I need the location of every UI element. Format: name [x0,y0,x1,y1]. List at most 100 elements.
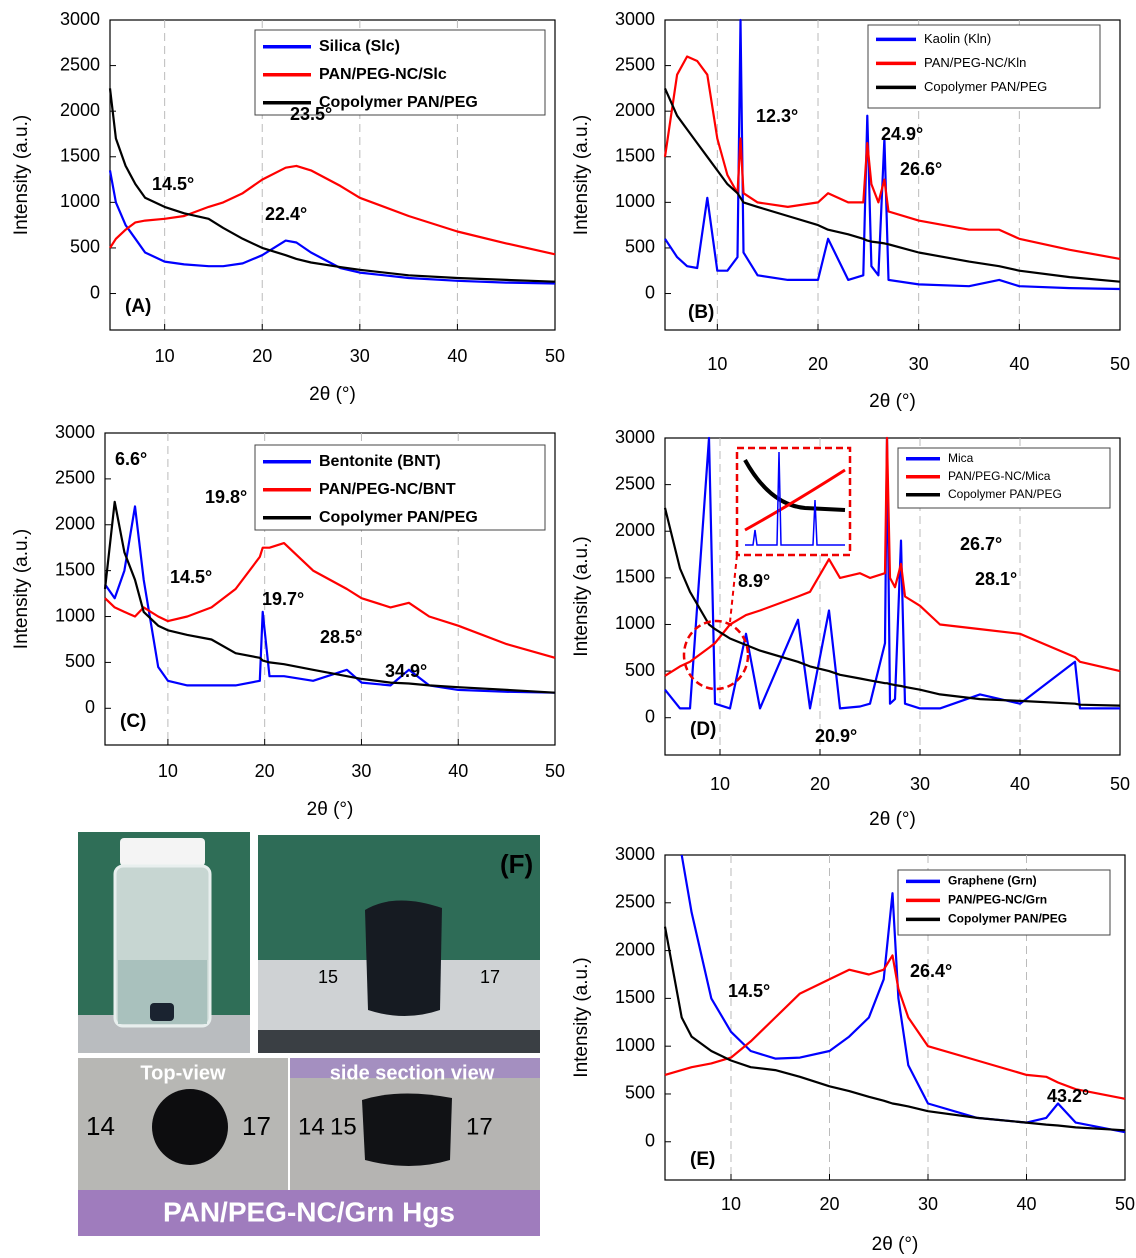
x-tick-label: 30 [909,354,929,374]
peak-label: 28.5° [320,627,362,647]
x-axis-label: 2θ (°) [872,1234,919,1255]
peak-label: 6.6° [115,449,147,469]
y-tick-label: 1000 [615,1035,655,1055]
peak-label: 26.6° [900,159,942,179]
peak-label: 19.8° [205,487,247,507]
legend-label: Copolymer PAN/PEG [319,94,478,111]
y-tick-label: 1000 [60,191,100,211]
x-tick-label: 20 [808,354,828,374]
series-line [680,854,1126,1134]
vial-cap [120,838,205,866]
peak-label: 14.5° [728,981,770,1001]
peak-label: 14.5° [152,174,194,194]
legend-label: PAN/PEG-NC/Slc [319,66,447,83]
y-tick-label: 1000 [55,605,95,625]
ruler-number: 15 [330,1113,357,1140]
legend-label: PAN/PEG-NC/Kln [924,55,1026,70]
series-line [664,436,1120,710]
y-tick-label: 1500 [55,559,95,579]
x-tick-label: 50 [1110,774,1130,794]
view-label: Top-view [140,1062,226,1084]
series-line [103,500,556,694]
panel-label: (B) [688,302,714,323]
y-tick-label: 500 [625,660,655,680]
table-edge [258,1030,540,1053]
y-tick-label: 1500 [615,987,655,1007]
caption-band [78,1190,540,1236]
y-axis-label: Intensity (a.u.) [11,115,32,235]
y-tick-label: 2500 [615,892,655,912]
y-tick-label: 3000 [60,9,100,29]
ruler-number: 15 [318,967,338,987]
legend-label: Kaolin (Kln) [924,31,991,46]
series-line [664,18,1121,291]
peak-label: 26.7° [960,534,1002,554]
x-axis-label: 2θ (°) [869,809,916,830]
legend-label: Silica (Slc) [319,38,400,55]
x-tick-label: 10 [155,346,175,366]
legend-label: PAN/PEG-NC/Grn [948,893,1047,907]
x-tick-label: 10 [158,761,178,781]
y-tick-label: 2000 [55,514,95,534]
y-tick-label: 500 [65,651,95,671]
series-line [108,170,556,285]
y-tick-label: 2000 [615,100,655,120]
connector [729,554,738,623]
y-tick-label: 1500 [615,146,655,166]
y-tick-label: 2500 [615,473,655,493]
ruler-number: 17 [242,1111,271,1141]
y-tick-label: 3000 [55,422,95,442]
peak-label: 8.9° [738,571,770,591]
caption: PAN/PEG-NC/Grn Hgs [163,1196,455,1227]
y-tick-label: 2500 [60,54,100,74]
label-band [290,1058,540,1078]
peak-label: 24.9° [881,124,923,144]
x-tick-label: 10 [707,354,727,374]
series-line [663,55,1121,260]
legend-box [254,444,546,531]
peak-label: 19.7° [262,589,304,609]
legend-box [254,29,546,116]
hydrogel [152,1089,228,1165]
series-line [664,436,1121,677]
peak-label: 26.4° [910,961,952,981]
y-tick-label: 2000 [60,100,100,120]
x-tick-label: 20 [810,774,830,794]
y-tick-label: 2500 [615,54,655,74]
x-tick-label: 40 [1009,354,1029,374]
y-tick-label: 1000 [615,191,655,211]
x-tick-label: 30 [910,774,930,794]
y-tick-label: 3000 [615,427,655,447]
y-tick-label: 500 [625,237,655,257]
y-tick-label: 3000 [615,9,655,29]
inset-curve [743,459,846,512]
peak-label: 12.3° [756,106,798,126]
x-tick-label: 10 [721,1194,741,1214]
x-tick-label: 40 [1010,774,1030,794]
series-line [104,542,556,659]
x-tick-label: 10 [710,774,730,794]
legend-label: Mica [948,451,974,465]
x-tick-label: 30 [918,1194,938,1214]
y-tick-label: 1500 [60,146,100,166]
peak-label: 23.5° [290,104,332,124]
y-axis-label: Intensity (a.u.) [571,536,592,656]
legend-label: Copolymer PAN/PEG [924,79,1047,94]
x-tick-label: 30 [350,346,370,366]
y-tick-label: 2000 [615,939,655,959]
y-axis-label: Intensity (a.u.) [571,957,592,1077]
x-tick-label: 40 [448,761,468,781]
y-tick-label: 1000 [615,613,655,633]
panel-label: (D) [690,719,716,740]
y-tick-label: 2000 [615,520,655,540]
y-tick-label: 0 [645,282,655,302]
hydrogel [365,900,442,1016]
highlight-circle [682,619,750,691]
x-axis-label: 2θ (°) [307,799,354,820]
y-tick-label: 3000 [615,844,655,864]
peak-label: 20.9° [815,726,857,746]
